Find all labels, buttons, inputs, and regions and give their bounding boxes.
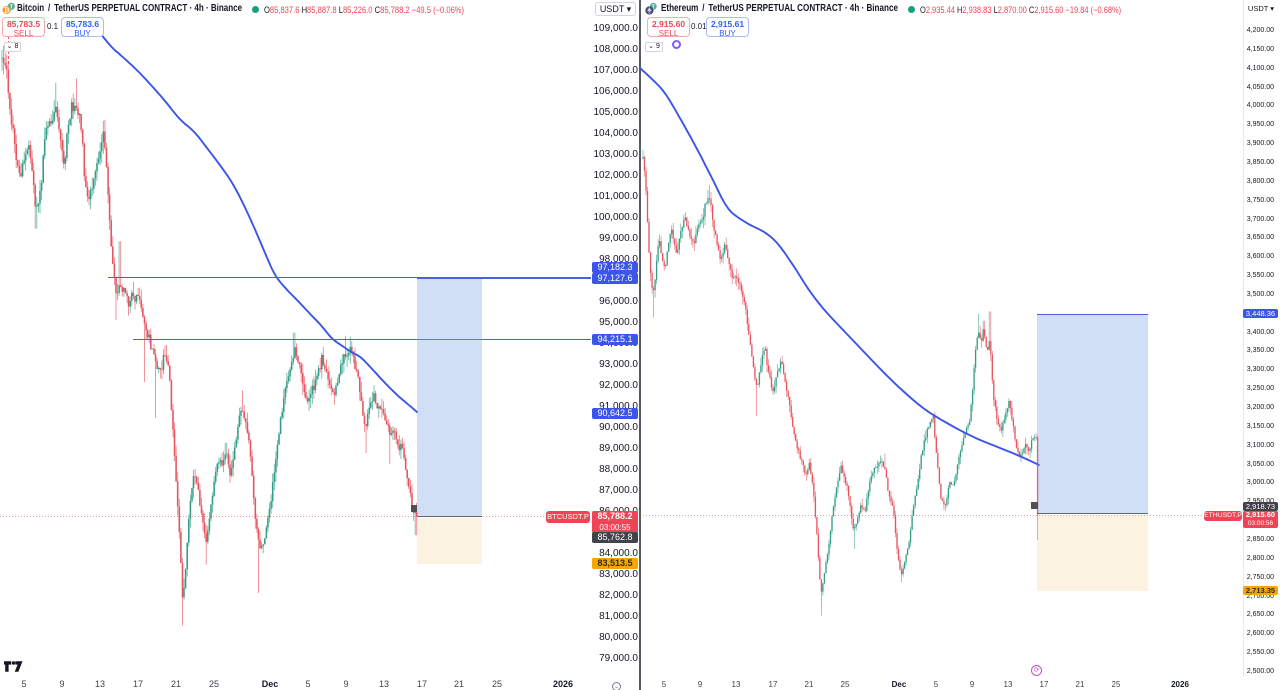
- svg-text:₿: ₿: [4, 7, 10, 15]
- svg-text:T: T: [10, 4, 14, 10]
- svg-text:T: T: [652, 4, 655, 10]
